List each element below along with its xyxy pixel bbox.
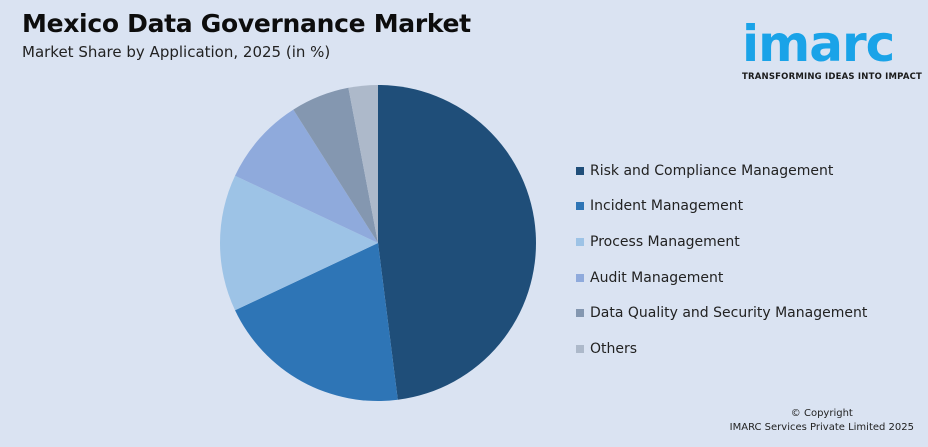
legend-swatch-icon [576, 344, 584, 353]
pie-slice [293, 87, 378, 243]
logo-tagline: TRANSFORMING IDEAS INTO IMPACT [742, 72, 923, 82]
legend-swatch-icon [576, 273, 584, 282]
chart-title: Mexico Data Governance Market [22, 9, 471, 38]
legend-item: Audit Management [576, 260, 867, 296]
pie-slice [235, 243, 398, 401]
legend-label: Audit Management [590, 269, 724, 286]
logo-wordmark: imarc [742, 15, 895, 73]
legend-label: Others [590, 340, 638, 357]
legend-swatch-icon [576, 237, 584, 246]
legend-label: Process Management [590, 233, 740, 250]
copyright-line-2: IMARC Services Private Limited 2025 [729, 422, 914, 433]
pie-slice [378, 85, 536, 400]
copyright: © Copyright IMARC Services Private Limit… [730, 407, 914, 435]
pie-slice [219, 175, 378, 311]
legend-item: Incident Management [576, 189, 867, 225]
legend-swatch-icon [576, 309, 584, 318]
legend-label: Incident Management [590, 198, 744, 215]
pie-slice [235, 109, 378, 243]
legend-item: Risk and Compliance Management [576, 153, 867, 189]
chart-subtitle: Market Share by Application, 2025 (in %) [22, 43, 331, 61]
legend-item: Process Management [576, 224, 867, 260]
pie-slice [348, 85, 378, 243]
imarc-logo: imarc TRANSFORMING IDEAS INTO IMPACT [740, 6, 923, 86]
legend-label: Data Quality and Security Management [590, 305, 868, 322]
legend-label: Risk and Compliance Management [590, 162, 834, 179]
legend-item: Data Quality and Security Management [576, 295, 867, 331]
legend-swatch-icon [576, 202, 584, 211]
copyright-line-1: © Copyright [790, 408, 853, 419]
legend-item: Others [576, 331, 867, 367]
chart-legend: Risk and Compliance Management Incident M… [576, 153, 867, 367]
legend-swatch-icon [576, 166, 584, 175]
